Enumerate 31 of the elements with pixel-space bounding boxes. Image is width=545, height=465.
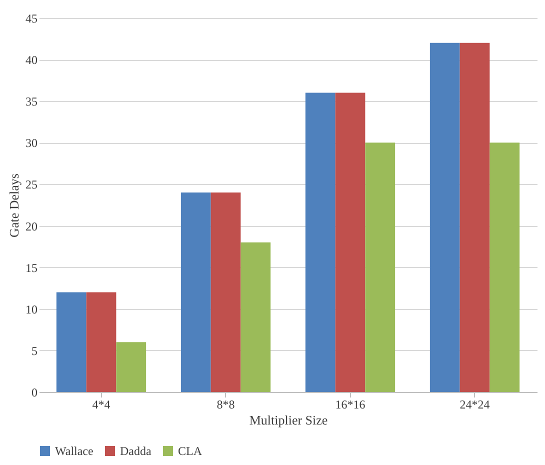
y-tick-label: 20 — [26, 219, 38, 234]
y-tick-label: 35 — [26, 94, 38, 109]
y-axis-title: Gate Delays — [6, 174, 22, 238]
y-tick-label: 10 — [26, 302, 38, 316]
legend-label: CLA — [178, 444, 202, 458]
x-tick-label: 24*24 — [460, 398, 490, 412]
y-tick-label: 40 — [26, 53, 38, 68]
bar — [305, 92, 336, 392]
y-tick-label: 45 — [26, 12, 38, 26]
legend-label: Dadda — [120, 444, 152, 458]
bar — [210, 192, 241, 392]
bar — [335, 92, 366, 392]
x-tick-label: 16*16 — [335, 398, 366, 412]
bar — [180, 192, 211, 392]
bar — [240, 242, 271, 392]
bar — [430, 42, 460, 392]
bar — [490, 142, 520, 392]
x-tick-label: 8*8 — [216, 398, 235, 412]
bar — [86, 292, 116, 392]
x-axis-title: Multiplier Size — [249, 412, 328, 428]
y-tick-label: 30 — [26, 136, 38, 150]
y-tick-label: 0 — [32, 386, 38, 400]
bar — [116, 342, 146, 392]
bar — [460, 42, 490, 392]
y-tick-label: 15 — [26, 260, 38, 275]
bar — [56, 292, 86, 392]
y-tick-label: 5 — [32, 344, 38, 358]
bar — [365, 142, 396, 392]
x-tick-label: 4*4 — [92, 398, 110, 412]
legend-label: Wallace — [55, 444, 94, 458]
y-tick-label: 25 — [26, 178, 38, 192]
